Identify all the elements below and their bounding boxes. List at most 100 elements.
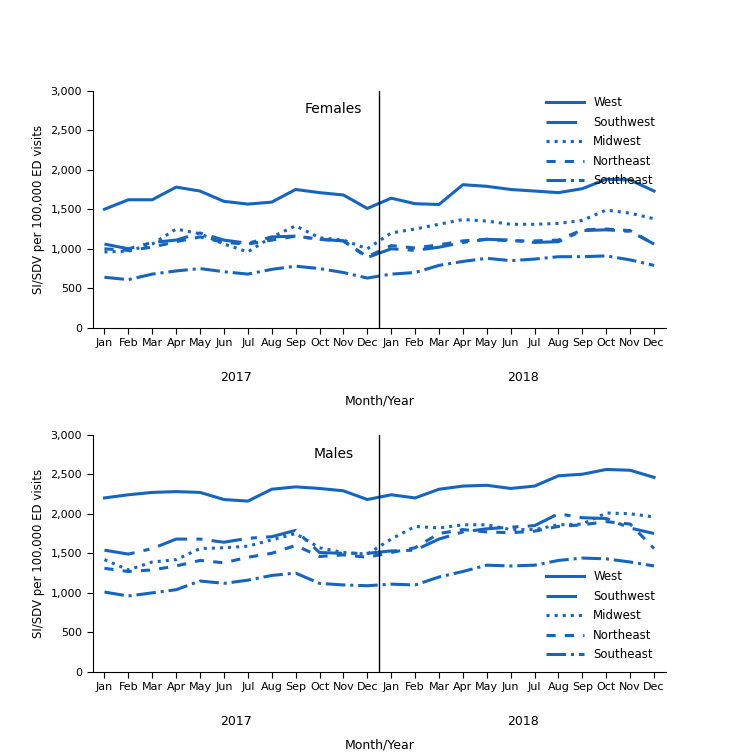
Northeast [195, 556, 204, 565]
West [530, 186, 539, 196]
Northeast [411, 544, 420, 553]
Northeast [267, 549, 276, 558]
Southeast [554, 556, 563, 565]
Midwest [482, 217, 491, 226]
Southeast [315, 579, 324, 588]
Midwest [602, 205, 610, 214]
West [387, 490, 396, 499]
Southwest [315, 235, 324, 244]
Southeast [506, 256, 515, 265]
West [148, 488, 157, 497]
Southeast [650, 261, 659, 270]
Southwest [363, 549, 371, 558]
Southeast [650, 562, 659, 571]
West [482, 481, 491, 490]
West [267, 198, 276, 207]
West [124, 196, 132, 205]
Midwest [411, 224, 420, 233]
Northeast [172, 562, 181, 571]
West [220, 495, 229, 504]
Southeast [411, 268, 420, 277]
Northeast [339, 236, 348, 245]
Text: Month/Year: Month/Year [344, 394, 414, 408]
Midwest [626, 208, 635, 217]
West [626, 466, 635, 475]
Midwest [363, 245, 371, 254]
Southwest [243, 239, 252, 248]
Northeast [482, 235, 491, 244]
Southwest [100, 239, 109, 248]
West [459, 482, 468, 491]
Northeast [650, 544, 659, 553]
Northeast [650, 239, 659, 248]
Southwest [530, 521, 539, 530]
Northeast [434, 529, 443, 538]
Northeast [220, 238, 229, 247]
Northeast [387, 241, 396, 250]
Southeast [554, 252, 563, 261]
Midwest [602, 508, 610, 517]
West [434, 200, 443, 209]
Southwest [626, 226, 635, 236]
West [243, 199, 252, 208]
Southwest [220, 538, 229, 547]
West [602, 465, 610, 474]
Line: Midwest: Midwest [104, 513, 654, 570]
Southeast [602, 554, 610, 563]
Southwest [554, 509, 563, 518]
Southeast [434, 261, 443, 270]
Midwest [339, 236, 348, 245]
Midwest [459, 215, 468, 224]
West [650, 186, 659, 196]
Northeast [172, 237, 181, 246]
Southeast [291, 569, 300, 578]
West [339, 486, 348, 495]
Southwest [411, 246, 420, 255]
Line: Southwest: Southwest [104, 230, 654, 257]
West [124, 490, 132, 499]
Line: Southeast: Southeast [104, 558, 654, 596]
Northeast [363, 553, 371, 562]
Northeast [315, 235, 324, 244]
West [243, 497, 252, 506]
Midwest [172, 224, 181, 233]
Southeast [459, 257, 468, 266]
Line: Midwest: Midwest [104, 210, 654, 252]
Northeast [459, 236, 468, 245]
Southwest [100, 546, 109, 555]
Midwest [530, 220, 539, 229]
Southwest [220, 236, 229, 245]
Midwest [482, 520, 491, 529]
Southwest [315, 548, 324, 557]
Text: 2018: 2018 [507, 715, 539, 728]
West [411, 494, 420, 503]
West [315, 484, 324, 493]
Midwest [195, 230, 204, 239]
Southwest [172, 236, 181, 245]
Southwest [243, 534, 252, 543]
West [506, 484, 515, 493]
Midwest [267, 535, 276, 544]
Southeast [315, 264, 324, 273]
Southwest [459, 528, 468, 537]
Southeast [100, 587, 109, 596]
Southwest [554, 237, 563, 246]
Southwest [506, 522, 515, 532]
West [554, 188, 563, 197]
Southwest [124, 245, 132, 254]
Northeast [434, 240, 443, 249]
Text: Females: Females [305, 103, 362, 116]
Midwest [506, 525, 515, 534]
West [506, 185, 515, 194]
Southeast [434, 572, 443, 581]
Northeast [626, 519, 635, 528]
Southeast [578, 252, 587, 261]
Midwest [195, 544, 204, 553]
Southeast [220, 267, 229, 276]
West [220, 197, 229, 206]
Northeast [243, 553, 252, 562]
Northeast [578, 520, 587, 529]
Southwest [267, 532, 276, 541]
Southwest [339, 236, 348, 245]
Midwest [387, 229, 396, 238]
